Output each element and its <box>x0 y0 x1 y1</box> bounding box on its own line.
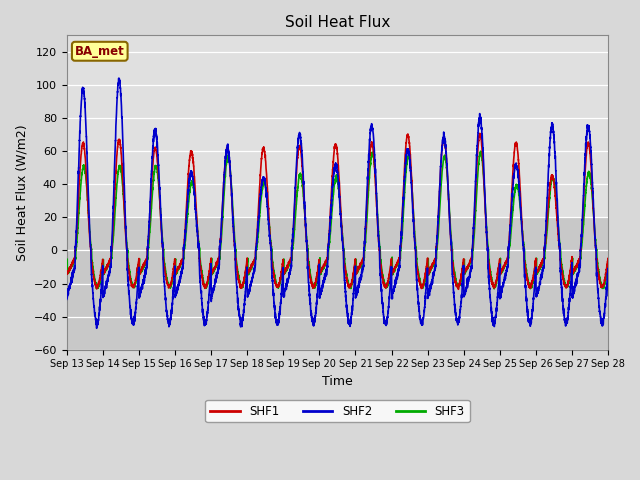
Title: Soil Heat Flux: Soil Heat Flux <box>285 15 390 30</box>
SHF2 <box>115 75 123 81</box>
SHF1 <box>604 272 612 277</box>
Line: SHF2: SHF2 <box>67 78 608 328</box>
Bar <box>67 217 608 350</box>
SHF3 <box>63 259 70 264</box>
SHF2 <box>378 297 386 302</box>
SHF1 <box>434 222 442 228</box>
SHF1 <box>154 165 162 171</box>
SHF3 <box>254 234 262 240</box>
SHF1 <box>476 131 484 136</box>
SHF2 <box>63 297 70 302</box>
SHF3 <box>509 211 516 217</box>
SHF3 <box>477 148 484 154</box>
SHF2 <box>93 325 100 331</box>
SHF2 <box>154 152 162 158</box>
SHF3 <box>378 266 385 272</box>
SHF1 <box>378 270 385 276</box>
SHF2 <box>64 286 72 292</box>
Y-axis label: Soil Heat Flux (W/m2): Soil Heat Flux (W/m2) <box>15 124 28 261</box>
SHF3 <box>154 172 162 178</box>
SHF2 <box>435 214 442 220</box>
SHF3 <box>490 286 498 292</box>
Legend: SHF1, SHF2, SHF3: SHF1, SHF2, SHF3 <box>205 400 470 422</box>
SHF3 <box>64 270 72 276</box>
SHF2 <box>604 293 612 299</box>
SHF2 <box>254 219 262 225</box>
SHF1 <box>509 177 516 183</box>
Text: BA_met: BA_met <box>75 45 125 58</box>
SHF2 <box>509 194 516 200</box>
SHF1 <box>454 287 462 292</box>
Bar <box>67 36 608 217</box>
SHF1 <box>63 270 70 276</box>
SHF3 <box>604 261 612 266</box>
Line: SHF1: SHF1 <box>67 133 608 289</box>
SHF1 <box>64 268 72 274</box>
Line: SHF3: SHF3 <box>67 151 608 289</box>
SHF1 <box>254 214 262 220</box>
SHF3 <box>434 236 442 242</box>
X-axis label: Time: Time <box>322 375 353 388</box>
